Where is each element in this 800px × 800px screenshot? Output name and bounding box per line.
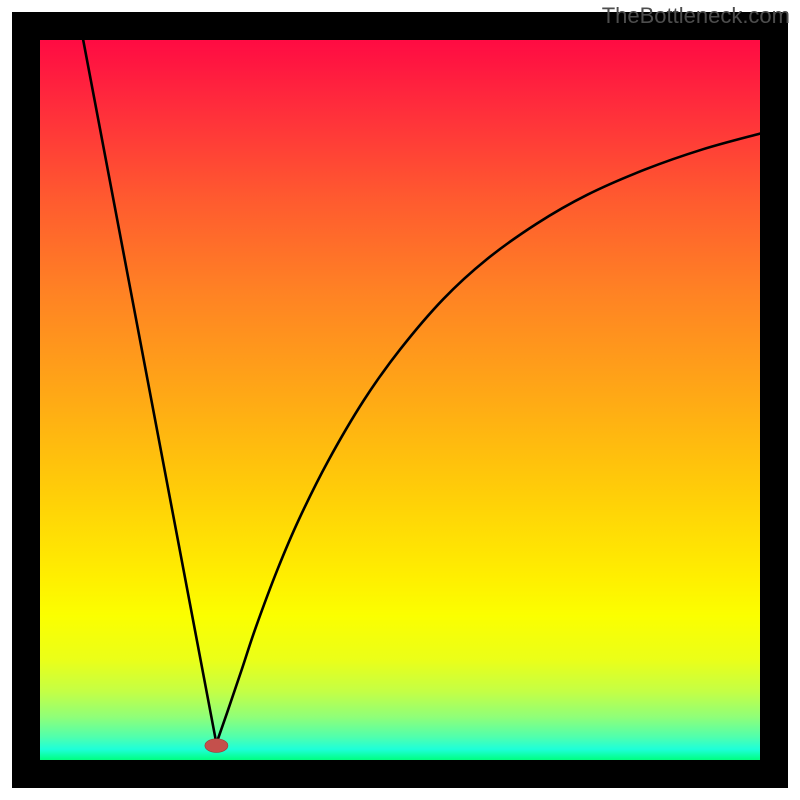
optimum-marker [205,739,228,753]
chart-container: TheBottleneck.com [0,0,800,800]
bottleneck-chart [0,0,800,800]
watermark-text: TheBottleneck.com [602,3,790,29]
marker-group [205,739,228,753]
plot-gradient-background [40,40,760,760]
